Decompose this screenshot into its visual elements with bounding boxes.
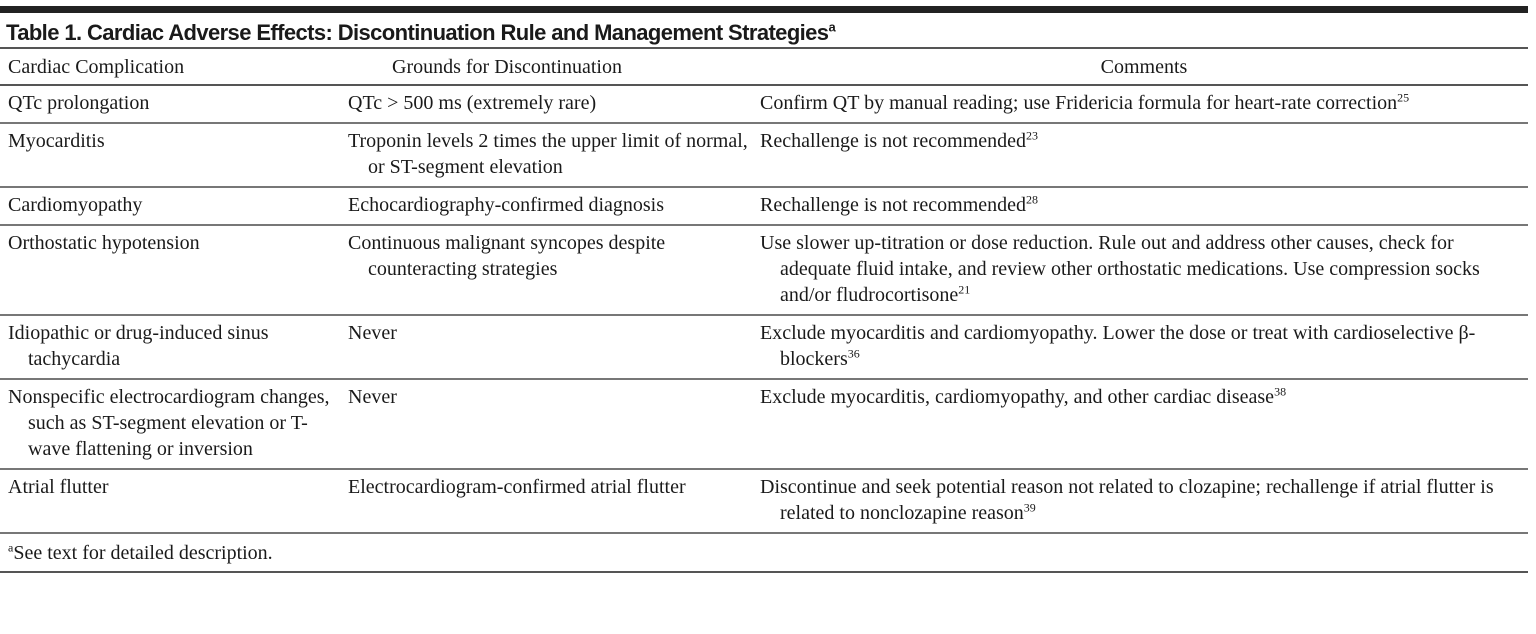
comment-text: Confirm QT by manual reading; use Frider… <box>760 92 1398 114</box>
comment-text: Use slower up-titration or dose reductio… <box>760 232 1480 306</box>
cell-complication: Idiopathic or drug-induced sinus tachyca… <box>8 322 269 370</box>
cell-grounds: Never <box>348 386 397 408</box>
cell-grounds: Echocardiography-confirmed diagnosis <box>348 194 665 216</box>
footnote-text: See text for detailed description. <box>13 542 273 564</box>
table-row: Myocarditis Troponin levels 2 times the u… <box>0 123 1528 188</box>
reference-number: 36 <box>847 346 860 361</box>
reference-number: 28 <box>1026 192 1039 207</box>
cell-comments: Rechallenge is not recommended28 <box>760 192 1528 218</box>
cell-comments: Confirm QT by manual reading; use Frider… <box>760 90 1528 116</box>
cell-grounds: Troponin levels 2 times the upper limit … <box>348 130 748 178</box>
table-title: Table 1. Cardiac Adverse Effects: Discon… <box>0 13 1528 47</box>
footnote: aSee text for detailed description. <box>0 534 1528 573</box>
reference-number: 23 <box>1026 128 1039 143</box>
table-row: Orthostatic hypotension Continuous malign… <box>0 225 1528 316</box>
title-text: Table 1. Cardiac Adverse Effects: Discon… <box>6 20 829 45</box>
header-row: Cardiac Complication Grounds for Discont… <box>0 49 1528 86</box>
comment-text: Exclude myocarditis and cardiomyopathy. … <box>760 322 1476 370</box>
cell-comments: Exclude myocarditis and cardiomyopathy. … <box>760 320 1528 372</box>
top-rule <box>0 6 1528 13</box>
footnote-mark: a <box>8 540 14 555</box>
title-rule <box>0 47 1528 49</box>
cell-comments: Exclude myocarditis, cardiomyopathy, and… <box>760 384 1528 410</box>
reference-number: 39 <box>1023 500 1036 515</box>
comment-text: Rechallenge is not recommended <box>760 130 1027 152</box>
title-footnote-mark: a <box>828 19 836 35</box>
reference-number: 21 <box>958 282 971 297</box>
table-row: Idiopathic or drug-induced sinus tachyca… <box>0 315 1528 380</box>
cell-comments: Rechallenge is not recommended23 <box>760 128 1528 154</box>
cell-comments: Use slower up-titration or dose reductio… <box>760 230 1528 308</box>
cell-complication: Nonspecific electrocardiogram changes, s… <box>8 386 330 460</box>
cell-comments: Discontinue and seek potential reason no… <box>760 474 1528 526</box>
header-grounds: Grounds for Discontinuation <box>340 49 752 86</box>
data-table: Cardiac Complication Grounds for Discont… <box>0 49 1528 534</box>
header-complication: Cardiac Complication <box>0 49 340 86</box>
header-comments: Comments <box>752 49 1528 86</box>
table-row: Nonspecific electrocardiogram changes, s… <box>0 379 1528 470</box>
table-row: QTc prolongation QTc > 500 ms (extremely … <box>0 85 1528 124</box>
cell-grounds: Continuous malignant syncopes despite co… <box>348 232 666 280</box>
cell-grounds: QTc > 500 ms (extremely rare) <box>348 92 597 114</box>
reference-number: 38 <box>1274 384 1287 399</box>
table-row: Atrial flutter Electrocardiogram-confirme… <box>0 469 1528 534</box>
comment-text: Rechallenge is not recommended <box>760 194 1027 216</box>
cell-grounds: Electrocardiogram-confirmed atrial flutt… <box>348 476 686 498</box>
table-container: Table 1. Cardiac Adverse Effects: Discon… <box>0 6 1528 573</box>
comment-text: Discontinue and seek potential reason no… <box>760 476 1494 524</box>
table-row: Cardiomyopathy Echocardiography-confirmed… <box>0 187 1528 226</box>
cell-grounds: Never <box>348 322 397 344</box>
cell-complication: QTc prolongation <box>8 92 150 114</box>
reference-number: 25 <box>1397 90 1410 105</box>
comment-text: Exclude myocarditis, cardiomyopathy, and… <box>760 386 1275 408</box>
cell-complication: Cardiomyopathy <box>8 194 143 216</box>
cell-complication: Orthostatic hypotension <box>8 232 200 254</box>
cell-complication: Atrial flutter <box>8 476 109 498</box>
cell-complication: Myocarditis <box>8 130 105 152</box>
